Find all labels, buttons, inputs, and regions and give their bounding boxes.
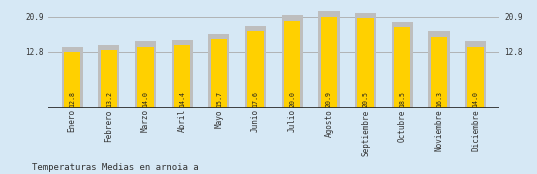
Text: 14.4: 14.4 xyxy=(179,91,185,107)
Bar xyxy=(98,45,119,108)
Bar xyxy=(174,45,191,108)
Bar xyxy=(284,21,301,108)
Bar xyxy=(245,26,266,108)
Bar xyxy=(64,52,81,108)
Text: 17.6: 17.6 xyxy=(252,91,258,107)
Text: 16.3: 16.3 xyxy=(436,91,442,107)
Bar xyxy=(62,47,83,108)
Text: 20.0: 20.0 xyxy=(289,91,295,107)
Bar xyxy=(100,50,117,108)
Bar xyxy=(321,17,337,108)
Text: Temperaturas Medias en arnoia a: Temperaturas Medias en arnoia a xyxy=(32,163,199,172)
Text: 20.5: 20.5 xyxy=(362,91,368,107)
Bar xyxy=(467,47,484,108)
Bar xyxy=(394,27,410,108)
Bar xyxy=(281,15,303,108)
Bar xyxy=(247,31,264,108)
Bar xyxy=(357,18,374,108)
Text: 15.7: 15.7 xyxy=(216,91,222,107)
Text: 14.0: 14.0 xyxy=(473,91,478,107)
Bar xyxy=(431,37,447,108)
Text: 14.0: 14.0 xyxy=(142,91,149,107)
Bar xyxy=(211,39,227,108)
Bar xyxy=(137,47,154,108)
Bar xyxy=(318,11,339,108)
Bar xyxy=(465,41,486,108)
Bar xyxy=(391,22,413,108)
Bar xyxy=(355,13,376,108)
Text: 20.9: 20.9 xyxy=(326,91,332,107)
Bar xyxy=(208,34,229,108)
Text: 12.8: 12.8 xyxy=(69,91,75,107)
Bar xyxy=(429,31,449,108)
Bar xyxy=(135,41,156,108)
Text: 13.2: 13.2 xyxy=(106,91,112,107)
Text: 18.5: 18.5 xyxy=(399,91,405,107)
Bar xyxy=(171,40,193,108)
